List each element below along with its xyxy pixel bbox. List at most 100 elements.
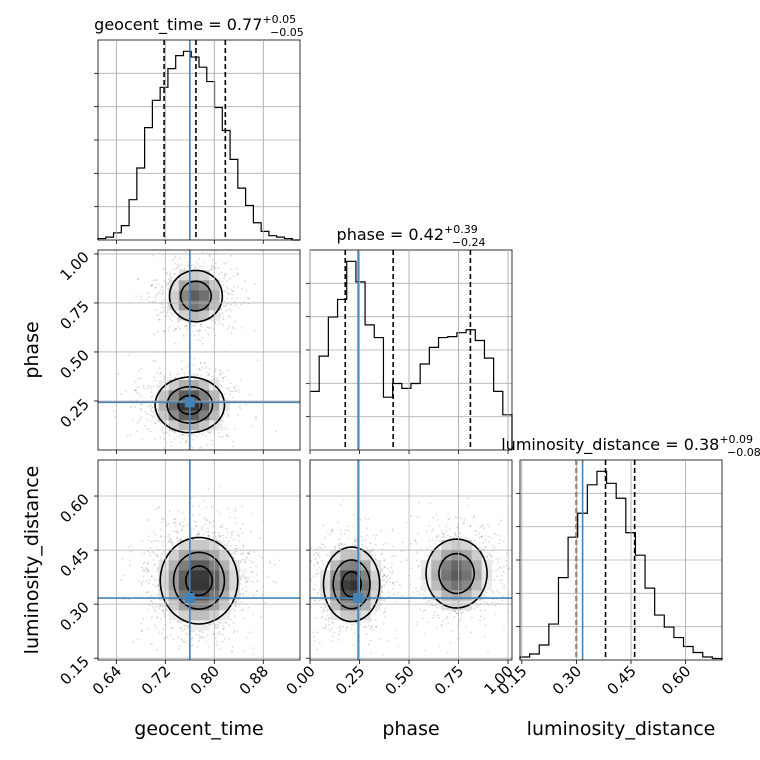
sample-point [162, 609, 164, 612]
sample-point [431, 616, 434, 619]
sample-point [351, 543, 354, 545]
sample-point [196, 435, 199, 438]
sample-point [219, 374, 222, 376]
sample-point [417, 565, 420, 568]
sample-point [221, 377, 224, 379]
sample-point [244, 569, 247, 572]
density-cell [178, 570, 190, 581]
sample-point [192, 451, 194, 453]
sample-point [218, 273, 220, 276]
sample-point [391, 572, 393, 575]
sample-point [170, 319, 173, 322]
title-median: 0.42 [408, 225, 444, 244]
sample-point [161, 285, 164, 288]
sample-point [234, 544, 237, 547]
sample-point [244, 576, 247, 579]
sample-point [162, 289, 165, 292]
sample-point [393, 593, 396, 595]
sample-point [344, 529, 347, 532]
sample-point [161, 291, 164, 294]
sample-point [339, 628, 342, 631]
sample-point [174, 262, 176, 265]
sample-point [497, 561, 500, 564]
sample-point [346, 548, 349, 550]
sample-point [136, 278, 139, 281]
sample-point [208, 522, 211, 524]
density-cell [168, 400, 180, 411]
sample-point [392, 587, 394, 590]
sample-point [494, 605, 497, 607]
sample-point [195, 633, 198, 636]
sample-point [370, 550, 373, 552]
sample-point [155, 546, 158, 548]
density-cell [178, 390, 190, 401]
sample-point [176, 537, 178, 540]
sample-point [505, 564, 508, 567]
sample-point [274, 581, 277, 584]
panel-frame [97, 459, 301, 661]
sample-point [142, 570, 145, 573]
sample-point [431, 530, 433, 533]
sample-point [155, 610, 157, 613]
sample-point [148, 300, 151, 303]
sample-point [151, 605, 154, 608]
sample-point [176, 621, 179, 624]
sample-point [206, 519, 209, 522]
sample-point [290, 568, 292, 570]
sample-point [168, 537, 171, 540]
sample-point [158, 291, 161, 293]
sample-point [223, 273, 226, 276]
sample-point [149, 395, 152, 398]
title-median: 0.38 [684, 435, 720, 454]
sample-point [235, 389, 238, 392]
sample-point [313, 564, 315, 567]
sample-point [218, 532, 221, 535]
sample-point [214, 370, 217, 373]
sample-point [141, 438, 144, 441]
panel-frame [97, 249, 301, 451]
sample-point [318, 641, 321, 644]
sample-point [328, 609, 331, 612]
sample-point [146, 405, 149, 408]
sample-point [160, 517, 163, 520]
sample-point [417, 532, 420, 535]
sample-point [154, 360, 157, 363]
sample-point [156, 605, 159, 608]
sample-point [226, 328, 229, 331]
sample-point [190, 638, 193, 640]
sample-point [230, 309, 233, 312]
density-cell [178, 550, 190, 561]
sample-point [239, 593, 242, 595]
sample-point [234, 516, 237, 519]
sample-point [470, 631, 472, 634]
sample-point [338, 626, 340, 629]
sample-point [465, 625, 468, 628]
density-cell [168, 380, 180, 391]
sample-point [484, 590, 486, 593]
sample-point [193, 434, 196, 436]
sample-point [185, 324, 188, 327]
sample-point [180, 529, 183, 531]
sample-point [152, 411, 155, 413]
sample-point [376, 534, 379, 537]
density-cell [199, 600, 210, 611]
sample-point [321, 559, 323, 562]
sample-point [351, 525, 354, 528]
pair1-tick-label-y: 0.45 [56, 544, 92, 580]
sample-point [158, 420, 161, 423]
sample-point [342, 625, 344, 628]
sample-point [499, 519, 502, 522]
density-cell [178, 610, 190, 621]
sample-point [263, 601, 266, 604]
sample-point [176, 540, 179, 543]
sample-point [414, 539, 417, 542]
sample-point [218, 373, 221, 376]
sample-point [475, 543, 477, 546]
sample-point [381, 576, 384, 579]
sample-point [415, 587, 417, 590]
sample-point [340, 543, 343, 546]
sample-point [273, 563, 276, 566]
density-cell [158, 570, 170, 581]
density-cell [229, 590, 240, 601]
sample-point [219, 369, 222, 372]
